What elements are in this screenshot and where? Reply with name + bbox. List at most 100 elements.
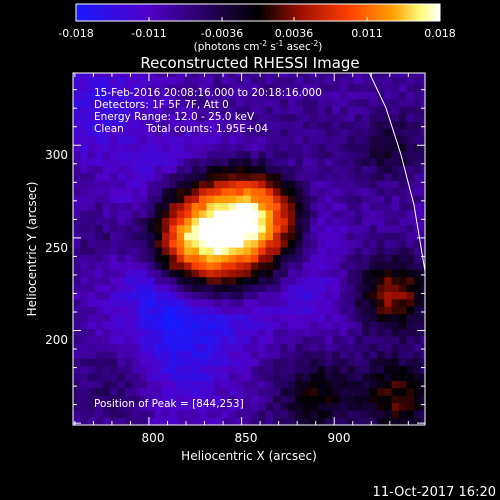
pixel (73, 336, 81, 344)
pixel (169, 121, 178, 129)
pixel (369, 269, 378, 278)
pixel (354, 121, 363, 129)
pixel (324, 276, 333, 285)
pixel (295, 187, 304, 196)
pixel (265, 232, 274, 241)
pixel (384, 84, 393, 92)
pixel (191, 261, 200, 270)
pixel (87, 306, 96, 315)
pixel (391, 350, 400, 359)
pixel (147, 173, 155, 181)
pixel (102, 143, 111, 152)
pixel (369, 232, 378, 241)
pixel (317, 113, 326, 122)
pixel (206, 247, 215, 255)
pixel (139, 217, 148, 226)
pixel (384, 121, 393, 129)
pixel (317, 239, 326, 248)
pixel (399, 202, 407, 211)
pixel (310, 247, 318, 255)
pixel (310, 180, 318, 189)
pixel (236, 195, 244, 204)
pixel (310, 387, 318, 396)
pixel (369, 106, 378, 115)
pixel (310, 113, 318, 122)
pixel (339, 158, 348, 167)
pixel (184, 158, 192, 167)
pixel (295, 254, 304, 263)
pixel (191, 224, 200, 233)
pixel (354, 387, 363, 396)
pixel (191, 113, 200, 122)
pixel (391, 336, 400, 344)
pixel (110, 321, 118, 330)
pixel (87, 247, 96, 255)
pixel (376, 276, 385, 285)
pixel (347, 84, 355, 92)
pixel (384, 195, 393, 204)
pixel (184, 276, 192, 285)
pixel (384, 165, 393, 174)
pixel (80, 291, 89, 300)
colorbar-tick-label: -0.0036 (201, 27, 243, 40)
pixel (184, 135, 192, 144)
pixel (147, 299, 155, 307)
pixel (332, 135, 341, 144)
pixel (302, 150, 311, 159)
pixel (147, 417, 155, 425)
pixel (295, 202, 304, 211)
pixel (391, 358, 400, 367)
pixel (265, 321, 274, 330)
pixel (295, 402, 304, 411)
pixel (250, 350, 259, 359)
pixel (176, 158, 185, 167)
pixel (236, 224, 244, 233)
pixel (198, 210, 207, 218)
pixel (102, 395, 111, 404)
pixel (265, 387, 274, 396)
pixel (250, 402, 259, 411)
pixel (154, 224, 163, 233)
pixel (161, 358, 170, 367)
pixel (213, 373, 222, 381)
pixel (206, 313, 215, 322)
pixel (176, 232, 185, 241)
pixel (250, 261, 259, 270)
pixel (206, 73, 215, 78)
pixel (87, 224, 96, 233)
pixel (102, 91, 111, 100)
pixel (139, 210, 148, 218)
pixel (154, 158, 163, 167)
pixel (347, 380, 355, 389)
pixel (110, 350, 118, 359)
pixel (110, 313, 118, 322)
pixel (221, 210, 230, 218)
chart-title: Reconstructed RHESSI Image (140, 54, 359, 72)
pixel (324, 247, 333, 255)
pixel (221, 73, 230, 78)
pixel (117, 269, 126, 278)
pixel (406, 135, 415, 144)
pixel (406, 239, 415, 248)
pixel (139, 224, 148, 233)
pixel (236, 239, 244, 248)
pixel (362, 98, 370, 107)
pixel (236, 113, 244, 122)
pixel (339, 187, 348, 196)
pixel (399, 276, 407, 285)
pixel (406, 380, 415, 389)
pixel (117, 106, 126, 115)
pixel (280, 158, 289, 167)
pixel (87, 380, 96, 389)
pixel (287, 299, 296, 307)
pixel (221, 365, 230, 374)
pixel (80, 247, 89, 255)
pixel (317, 261, 326, 270)
pixel (117, 336, 126, 344)
pixel (310, 365, 318, 374)
pixel (413, 173, 422, 181)
pixel (399, 306, 407, 315)
pixel (384, 276, 393, 285)
pixel (339, 336, 348, 344)
pixel (250, 173, 259, 181)
